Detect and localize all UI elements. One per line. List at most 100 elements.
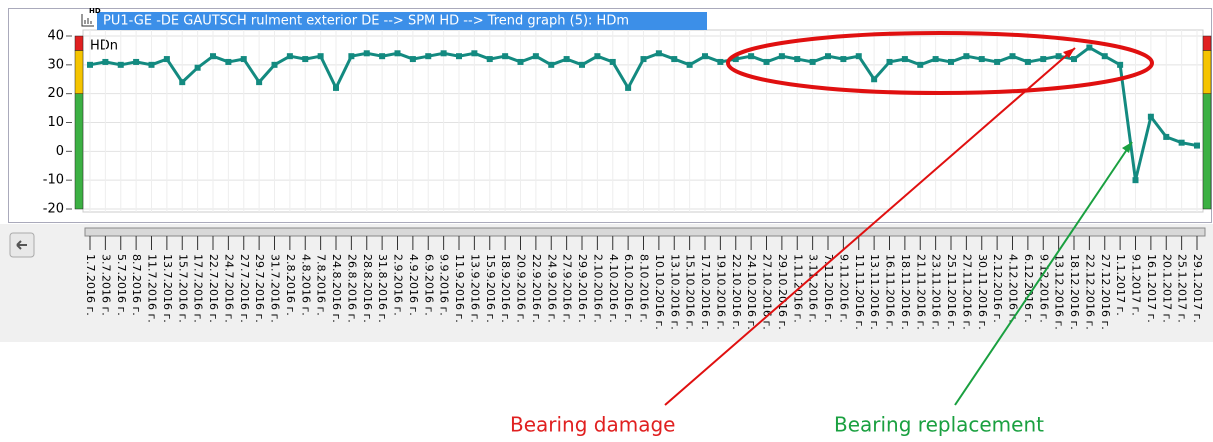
x-tick-label: 28.8.2016 г.: [361, 254, 374, 323]
data-point: [963, 53, 970, 60]
x-tick-label: 25.11.2016 г.: [945, 254, 958, 330]
data-point: [886, 58, 893, 65]
data-point: [655, 50, 662, 57]
x-tick-label: 23.11.2016 г.: [930, 254, 943, 330]
annotation: Bearing damage: [510, 413, 675, 437]
y-axis-title: HDn: [90, 39, 118, 54]
data-point: [994, 58, 1001, 65]
data-point: [855, 53, 862, 60]
data-point: [210, 53, 216, 60]
data-point: [717, 58, 724, 65]
data-point: [333, 84, 339, 91]
data-point: [302, 56, 309, 63]
x-tick-label: 19.10.2016 г.: [714, 254, 727, 330]
x-tick-label: 4.10.2016 г.: [607, 254, 620, 323]
replacement-arrowhead: [1122, 142, 1132, 153]
x-tick-label: 22.7.2016 г.: [207, 254, 220, 323]
x-tick-label: 31.7.2016 г.: [269, 254, 282, 323]
y-tick-label: 40: [47, 29, 64, 44]
data-point: [1194, 142, 1200, 149]
data-point: [102, 58, 109, 65]
x-tick-label: 20.1.2017 г.: [1160, 254, 1173, 323]
damage-arrowhead: [1063, 48, 1075, 58]
back-icon: [16, 240, 27, 250]
x-tick-label: 24.8.2016 г.: [330, 254, 343, 323]
data-point: [256, 79, 263, 86]
replacement-arrow: [954, 141, 1133, 406]
data-point: [194, 64, 201, 71]
x-tick-label: 15.7.2016 г.: [176, 254, 189, 323]
x-tick-label: 16.1.2017 г.: [1145, 254, 1158, 323]
x-tick-label: 27.9.2016 г.: [561, 254, 574, 323]
x-tick-label: 17.10.2016 г.: [699, 254, 712, 330]
x-tick-label: 6.9.2016 г.: [422, 254, 435, 316]
data-point: [379, 53, 386, 60]
x-axis-bar: [84, 227, 1206, 237]
x-tick-label: 31.8.2016 г.: [376, 254, 389, 323]
data-point: [425, 53, 432, 60]
data-point: [732, 56, 739, 63]
data-point: [763, 58, 770, 65]
x-tick-label: 22.12.2016 г.: [1083, 254, 1096, 330]
data-point: [686, 61, 693, 68]
data-point: [948, 58, 954, 65]
data-point: [978, 56, 985, 63]
data-point: [748, 53, 755, 60]
data-point: [1071, 56, 1077, 63]
data-point: [163, 56, 170, 63]
annotation: Bearing replacement: [834, 413, 1044, 437]
x-tick-label: 10.10.2016 г.: [653, 254, 666, 330]
alarm-zone: [1202, 35, 1212, 51]
x-tick-label: 4.8.2016 г.: [299, 254, 312, 316]
x-tick-label: 11.9.2016 г.: [453, 254, 466, 323]
data-point: [456, 53, 462, 60]
data-point: [286, 53, 293, 60]
data-point: [671, 56, 678, 63]
x-tick-label: 20.9.2016 г.: [515, 254, 528, 323]
data-point: [809, 58, 816, 65]
x-tick-label: 8.7.2016 г.: [130, 254, 143, 316]
data-point: [363, 50, 370, 57]
x-tick-label: 18.11.2016 г.: [899, 254, 912, 330]
x-tick-label: 25.1.2017 г.: [1176, 254, 1189, 323]
x-tick-label: 30.11.2016 г.: [976, 254, 989, 330]
data-point: [901, 56, 908, 63]
x-tick-label: 4.12.2016 г.: [1007, 254, 1020, 323]
data-point: [148, 61, 155, 68]
data-point: [840, 56, 847, 63]
data-point: [1132, 177, 1139, 184]
x-tick-label: 13.12.2016 г.: [1053, 254, 1066, 330]
marks: -20 -10 0 10 20 30 40 1.7.2016 г. 3.7.2016 г. 5.7…: [43, 29, 1212, 330]
x-tick-label: 27.7.2016 г.: [238, 254, 251, 323]
x-tick-label: 29.7.2016 г.: [253, 254, 266, 323]
data-point: [1040, 56, 1047, 63]
data-point: [563, 56, 570, 63]
data-point: [225, 58, 232, 65]
x-tick-label: 1.7.2016 г.: [84, 254, 97, 316]
title-bar: [97, 12, 707, 30]
x-tick-label: 2.10.2016 г.: [591, 254, 604, 323]
alarm-zone: [74, 50, 84, 94]
alarm-zone: [1202, 50, 1212, 94]
data-point: [1101, 53, 1108, 60]
x-tick-label: 22.9.2016 г.: [530, 254, 543, 323]
x-tick-label: 15.10.2016 г.: [684, 254, 697, 330]
x-tick-label: 27.11.2016 г.: [960, 254, 973, 330]
x-tick-label: 3.11.2016 г.: [807, 254, 820, 323]
data-point: [917, 61, 924, 68]
data-point: [1178, 139, 1185, 146]
x-tick-label: 2.12.2016 г.: [991, 254, 1004, 323]
data-point: [440, 50, 447, 57]
y-tick-label: -20: [43, 202, 64, 217]
x-tick-label: 11.11.2016 г.: [853, 254, 866, 330]
x-tick-label: 1.1.2017 г.: [1114, 254, 1127, 316]
x-tick-label: 29.1.2017 г.: [1191, 254, 1204, 323]
y-tick-label: -10: [43, 173, 64, 188]
x-tick-label: 29.9.2016 г.: [576, 254, 589, 323]
x-tick-label: 2.8.2016 г.: [284, 254, 297, 316]
data-point: [517, 58, 524, 65]
data-point: [702, 53, 708, 60]
x-tick-label: 9.1.2017 г.: [1130, 254, 1143, 316]
x-tick-label: 7.11.2016 г.: [822, 254, 835, 323]
